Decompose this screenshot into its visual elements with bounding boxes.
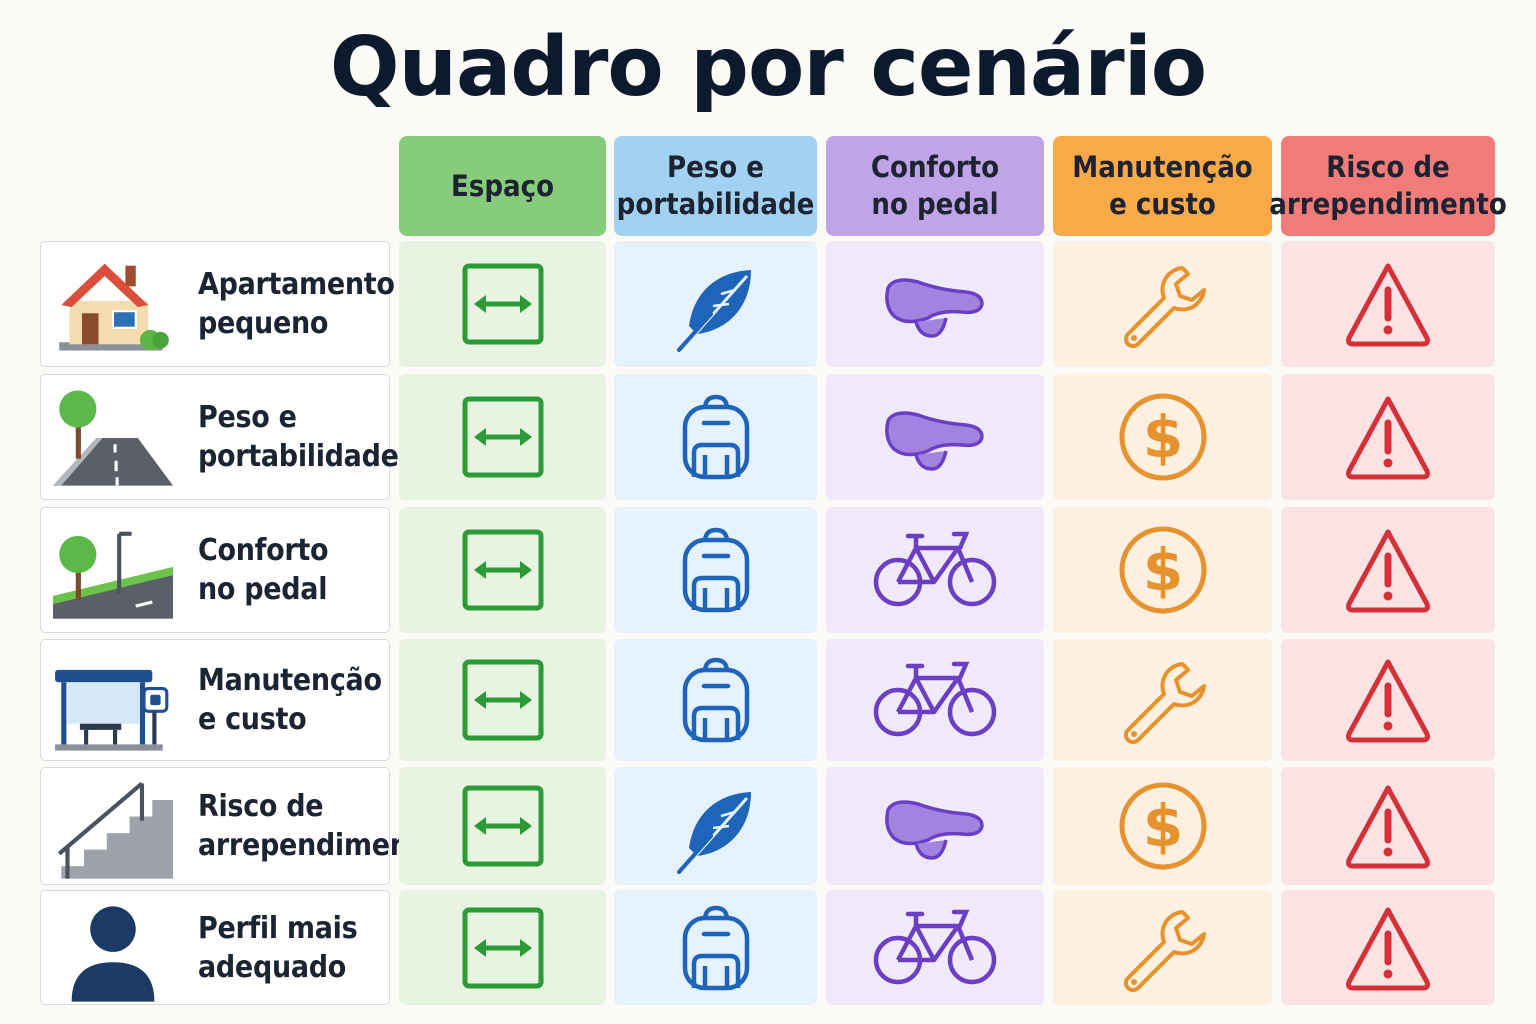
row-label-card: Manutenção e custo bbox=[40, 639, 390, 761]
grid-cell bbox=[399, 767, 606, 885]
grid-cell bbox=[1281, 890, 1495, 1005]
row-label-card: Apartamento pequeno bbox=[40, 241, 395, 367]
page-title: Quadro por cenário bbox=[329, 20, 1207, 115]
grid-cell bbox=[1281, 241, 1495, 367]
column-header-2: Peso e portabilidade bbox=[614, 136, 817, 236]
saddle-icon bbox=[885, 278, 984, 338]
warning-icon bbox=[1346, 396, 1430, 480]
warning-icon bbox=[1346, 785, 1430, 869]
saddle-icon bbox=[885, 411, 984, 471]
grid-cell bbox=[614, 507, 817, 633]
backpack-icon bbox=[682, 394, 749, 480]
row-label-text: Apartamento pequeno bbox=[198, 267, 395, 341]
row-label-card: Perfil mais adequado bbox=[40, 890, 390, 1005]
grid-cell bbox=[1053, 241, 1272, 367]
warning-icon bbox=[1346, 263, 1430, 347]
arrows-icon bbox=[462, 263, 543, 345]
grid-cell: $ bbox=[1053, 374, 1272, 500]
row-label-card: Conforto no pedal bbox=[40, 507, 390, 633]
bicycle-icon bbox=[873, 661, 997, 737]
house-icon bbox=[59, 263, 169, 351]
wrench-icon bbox=[1123, 909, 1206, 992]
svg-text:$: $ bbox=[1142, 792, 1182, 860]
road-tree-icon bbox=[53, 390, 173, 486]
grid-cell bbox=[399, 374, 606, 500]
grid-cell bbox=[1281, 639, 1495, 761]
arrows-icon bbox=[462, 659, 543, 741]
row-label-text: Conforto no pedal bbox=[198, 533, 329, 607]
row-label-text: Peso e portabilidade bbox=[198, 400, 399, 474]
grid-cell bbox=[399, 507, 606, 633]
svg-text:$: $ bbox=[1142, 536, 1182, 604]
grid-cell bbox=[614, 890, 817, 1005]
bus-stop-icon bbox=[55, 669, 169, 751]
column-header-3: Conforto no pedal bbox=[826, 136, 1044, 236]
feather-icon bbox=[676, 270, 751, 352]
street-lamp-icon bbox=[53, 531, 173, 619]
arrows-icon bbox=[462, 907, 543, 988]
row-label-card: Risco de arrependimento bbox=[40, 767, 440, 885]
grid-cell bbox=[399, 241, 606, 367]
grid-cell bbox=[826, 639, 1044, 761]
bicycle-icon bbox=[873, 531, 997, 607]
wrench-icon bbox=[1123, 662, 1206, 745]
grid-cell bbox=[399, 639, 606, 761]
column-header-4: Manutenção e custo bbox=[1053, 136, 1272, 236]
grid-cell bbox=[1281, 767, 1495, 885]
grid-cell bbox=[1281, 507, 1495, 633]
grid-cell bbox=[399, 890, 606, 1005]
arrows-icon bbox=[462, 396, 543, 478]
dollar-icon: $ bbox=[1119, 782, 1206, 870]
warning-icon bbox=[1346, 529, 1430, 613]
grid-cell bbox=[826, 890, 1044, 1005]
grid-cell bbox=[826, 767, 1044, 885]
arrows-icon bbox=[462, 529, 543, 611]
wrench-icon bbox=[1123, 266, 1206, 349]
grid-cell bbox=[826, 241, 1044, 367]
saddle-icon bbox=[885, 800, 984, 860]
column-header-5: Risco de arrependimento bbox=[1269, 136, 1507, 236]
column-header-1: Espaço bbox=[399, 136, 606, 236]
arrows-icon bbox=[462, 785, 543, 867]
grid-cell bbox=[614, 374, 817, 500]
grid-cell bbox=[1053, 639, 1272, 761]
warning-icon bbox=[1346, 659, 1430, 743]
grid-cell bbox=[826, 374, 1044, 500]
warning-icon bbox=[1346, 907, 1430, 990]
grid-cell: $ bbox=[1053, 507, 1272, 633]
feather-icon bbox=[676, 792, 751, 874]
row-label-text: Perfil mais adequado bbox=[198, 910, 358, 985]
svg-text:$: $ bbox=[1142, 403, 1182, 471]
grid-cell bbox=[614, 241, 817, 367]
row-label-text: Manutenção e custo bbox=[198, 663, 382, 737]
stairs-icon bbox=[57, 781, 173, 879]
grid-cell bbox=[614, 767, 817, 885]
dollar-icon: $ bbox=[1119, 393, 1206, 481]
dollar-icon: $ bbox=[1119, 526, 1206, 614]
bicycle-icon bbox=[873, 909, 997, 984]
grid-cell: $ bbox=[1053, 767, 1272, 885]
grid-cell bbox=[826, 507, 1044, 633]
grid-cell bbox=[1053, 890, 1272, 1005]
person-icon bbox=[71, 906, 155, 1002]
backpack-icon bbox=[682, 905, 749, 990]
row-label-card: Peso e portabilidade bbox=[40, 374, 399, 500]
backpack-icon bbox=[682, 527, 749, 613]
grid-cell bbox=[614, 639, 817, 761]
row-label-text: Risco de arrependimento bbox=[198, 789, 440, 863]
backpack-icon bbox=[682, 657, 749, 743]
grid-cell bbox=[1281, 374, 1495, 500]
